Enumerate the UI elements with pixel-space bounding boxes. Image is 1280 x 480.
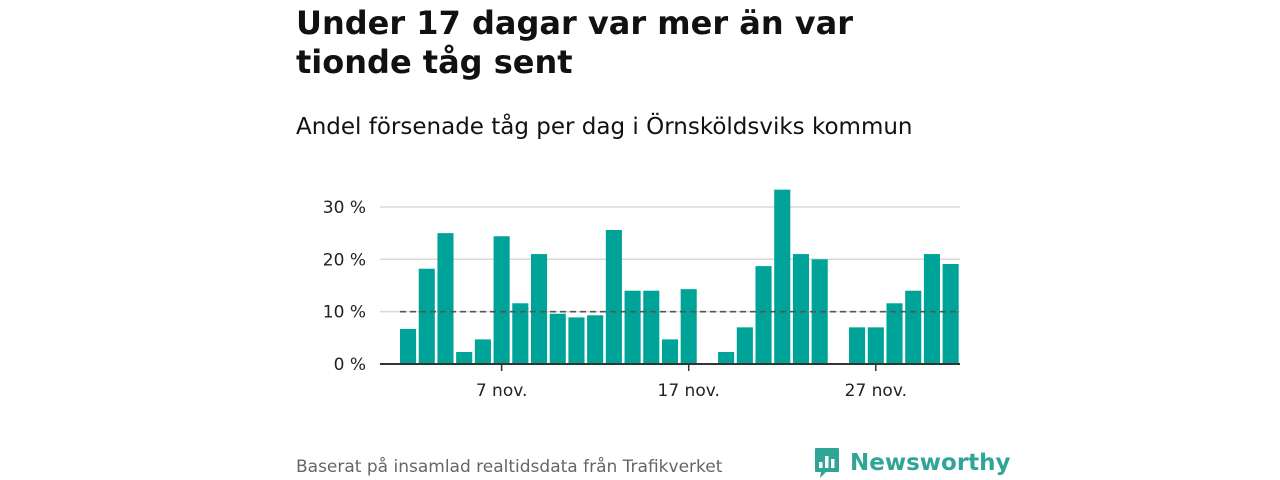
bar	[587, 315, 604, 364]
y-tick-label: 0 %	[334, 355, 366, 375]
x-tick-label: 7 nov.	[476, 381, 528, 401]
bar	[736, 327, 753, 364]
bar	[400, 328, 417, 364]
bar	[774, 189, 791, 364]
bar	[867, 327, 884, 364]
axes: 0 % 10 % 20 % 30 % 7 nov. 17 nov. 27 nov.	[323, 198, 960, 401]
newsworthy-logo[interactable]: Newsworthy	[814, 446, 1011, 480]
bar	[811, 259, 828, 364]
bar	[418, 268, 435, 364]
bar	[849, 327, 866, 364]
bar	[643, 290, 660, 364]
x-tick-label: 27 nov.	[845, 381, 907, 401]
bar	[605, 229, 622, 364]
bar	[549, 313, 566, 364]
newsworthy-logo-text: Newsworthy	[850, 450, 1011, 476]
bar	[493, 236, 510, 364]
newsworthy-logo-icon	[815, 448, 839, 478]
chart-subtitle: Andel försenade tåg per dag i Örnsköldsv…	[296, 114, 913, 140]
source-note: Baserat på insamlad realtidsdata från Tr…	[296, 457, 723, 477]
bar	[886, 303, 903, 364]
bar	[624, 290, 641, 364]
bar	[923, 254, 940, 364]
bars	[400, 189, 959, 364]
bar	[680, 289, 697, 364]
y-tick-label: 10 %	[323, 303, 366, 323]
bar	[474, 339, 491, 364]
grid-lines	[380, 206, 960, 313]
x-tick-label: 17 nov.	[658, 381, 720, 401]
bar	[456, 351, 473, 364]
bar	[512, 303, 529, 364]
y-tick-label: 20 %	[323, 250, 366, 270]
chart-card: Under 17 dagar var mer än var tionde tåg…	[296, 0, 1011, 480]
bar	[568, 317, 585, 364]
chart-title: Under 17 dagar var mer än var tionde tåg…	[296, 4, 853, 81]
bar	[755, 266, 772, 364]
y-tick-label: 30 %	[323, 198, 366, 218]
bar	[942, 264, 959, 364]
bar	[530, 254, 548, 364]
bar	[661, 339, 679, 364]
bar	[437, 233, 454, 364]
bar	[718, 351, 735, 364]
bar	[792, 254, 810, 364]
bar	[905, 290, 922, 364]
